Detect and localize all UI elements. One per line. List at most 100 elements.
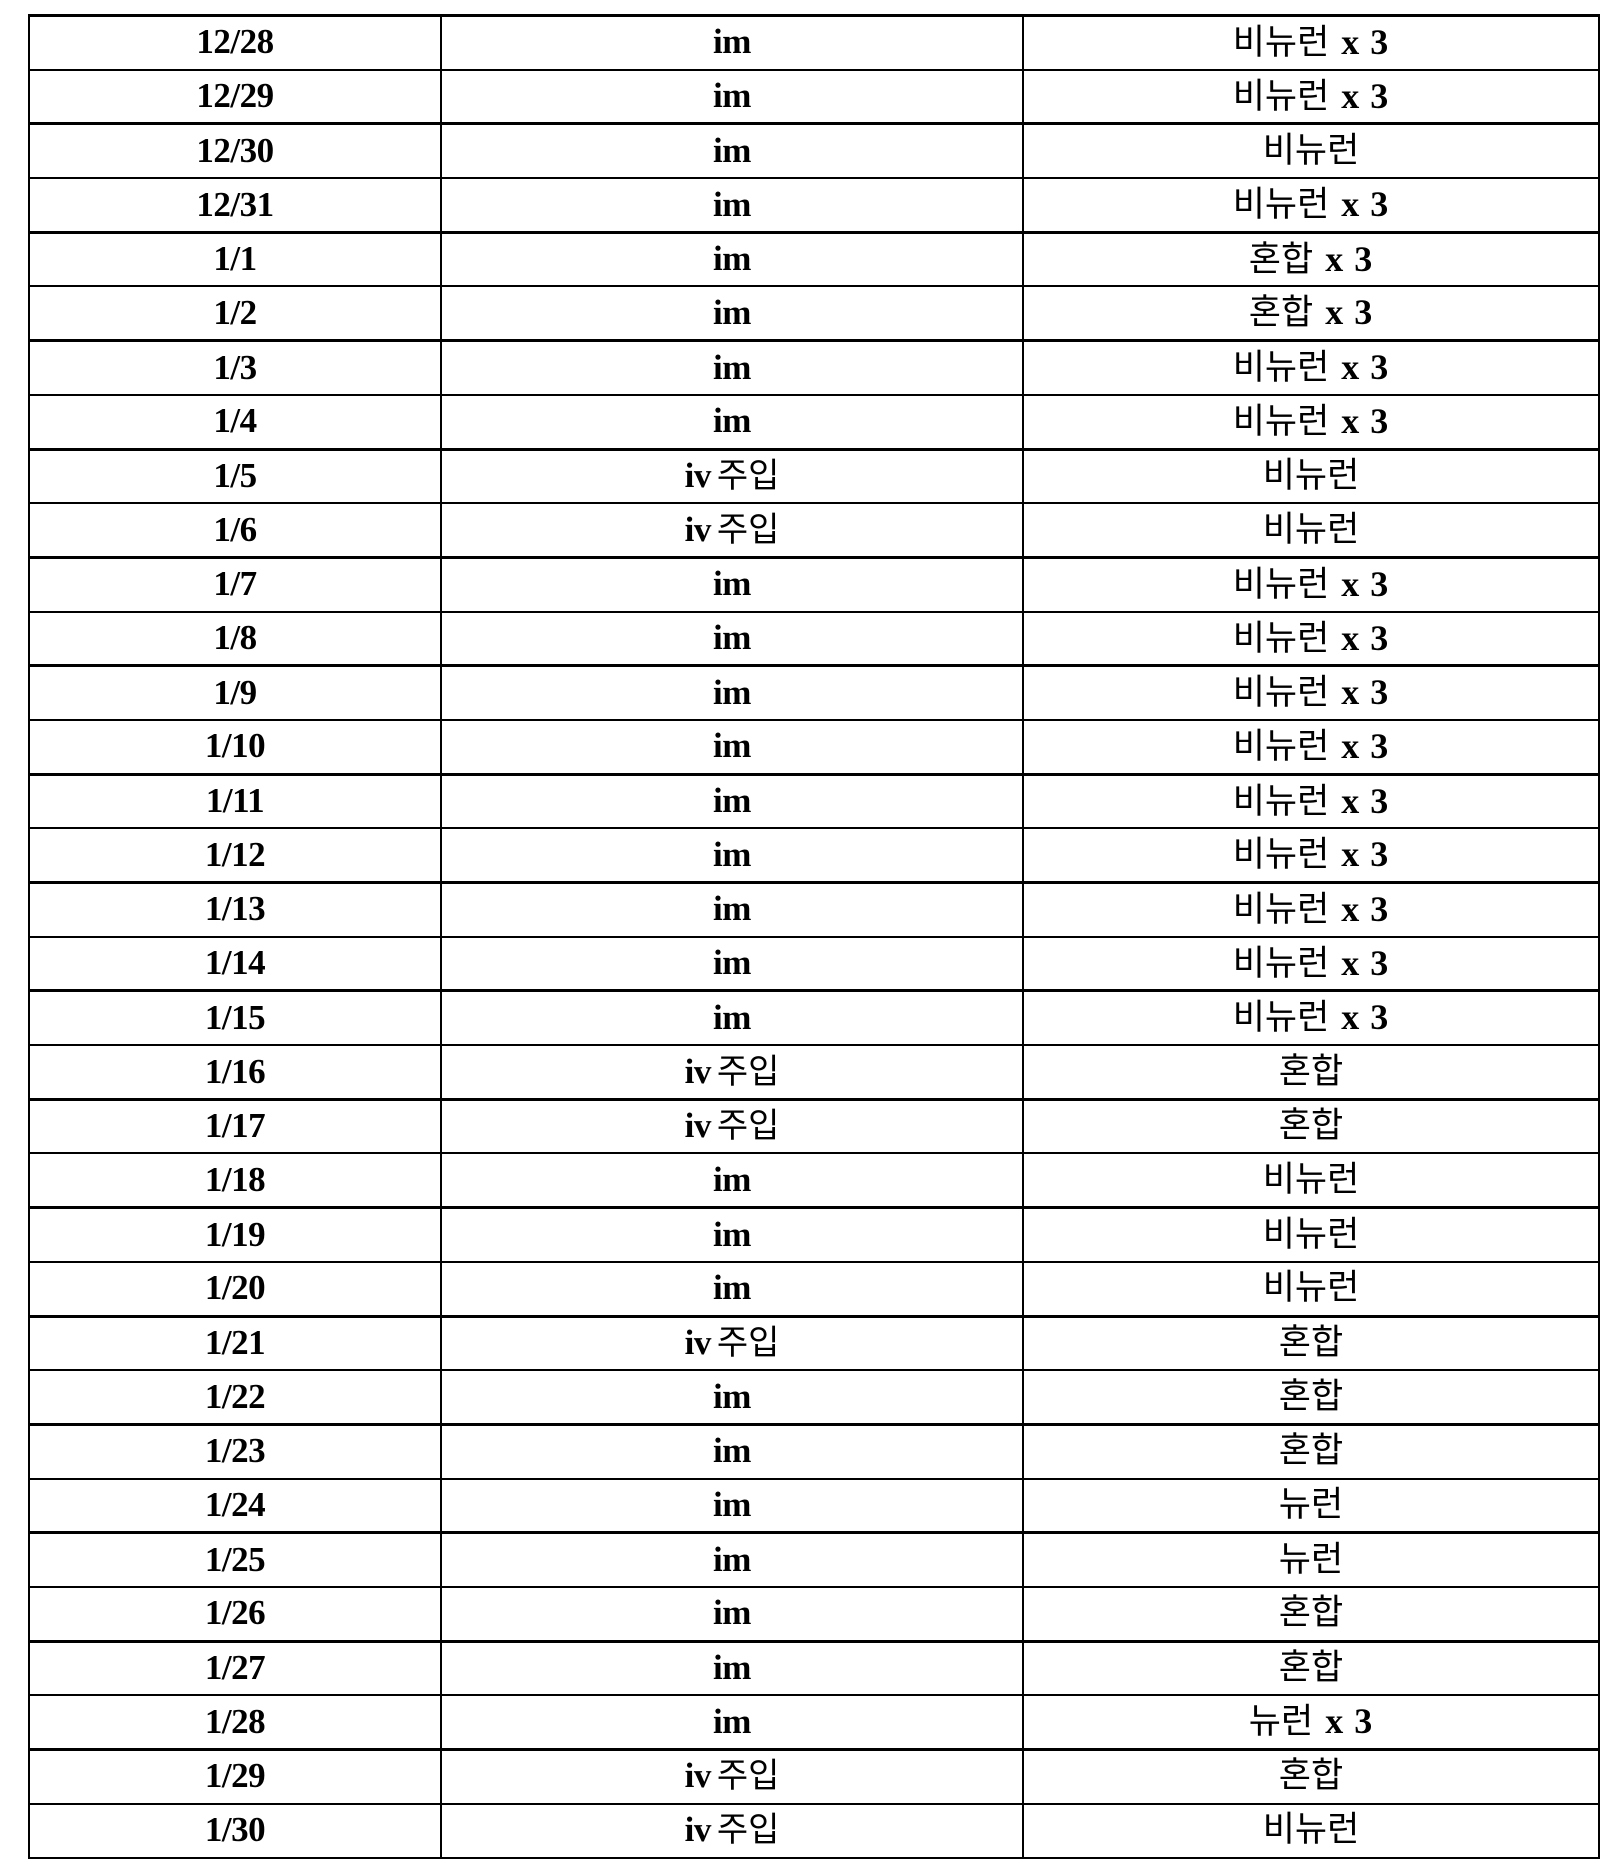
cell-route: im [441, 1695, 1023, 1749]
cell-route: im [441, 1587, 1023, 1641]
cell-date: 1/25 [29, 1533, 441, 1587]
cell-route: im [441, 1479, 1023, 1533]
route-abbreviation: im [713, 1540, 751, 1579]
table-row: 1/19im비뉴런 [29, 1208, 1599, 1262]
cell-date: 1/2 [29, 286, 441, 340]
agent-name: 비뉴런 [1233, 348, 1330, 387]
agent-name: 혼합 [1279, 1106, 1343, 1145]
table-row: 12/28im비뉴런x 3 [29, 16, 1599, 70]
agent-name: 비뉴런 [1233, 998, 1330, 1037]
route-korean-label: 주입 [717, 458, 780, 495]
cell-date: 1/14 [29, 937, 441, 991]
table-row: 1/24im뉴런 [29, 1479, 1599, 1533]
cell-route: im [441, 1533, 1023, 1587]
agent-name: 혼합 [1279, 1756, 1343, 1795]
cell-route: im [441, 828, 1023, 882]
table-row: 1/30iv주입비뉴런 [29, 1804, 1599, 1858]
table-row: 1/2im 혼합 x 3 [29, 286, 1599, 340]
agent-name: 혼합 [1279, 1648, 1343, 1687]
cell-date: 1/4 [29, 395, 441, 449]
cell-agent: 혼합 [1023, 1370, 1599, 1424]
agent-name: 혼합 [1249, 240, 1313, 279]
agent-name: 혼합 [1249, 293, 1313, 332]
cell-route: im [441, 395, 1023, 449]
route-abbreviation: im [713, 998, 751, 1037]
cell-date: 1/18 [29, 1153, 441, 1207]
agent-multiplier: x 3 [1341, 672, 1389, 712]
agent-multiplier: x 3 [1341, 76, 1389, 116]
table-row: 1/22im혼합 [29, 1370, 1599, 1424]
agent-name: 비뉴런 [1233, 673, 1330, 712]
cell-date: 1/28 [29, 1695, 441, 1749]
route-abbreviation: im [713, 185, 751, 224]
table-body: 12/28im비뉴런x 312/29im비뉴런x 312/30im비뉴런12/3… [29, 16, 1599, 1858]
agent-multiplier: x 3 [1341, 401, 1389, 441]
cell-date: 1/11 [29, 774, 441, 828]
agent-name: 혼합 [1279, 1593, 1343, 1632]
agent-multiplier: x 3 [1341, 997, 1389, 1037]
agent-multiplier: x 3 [1341, 889, 1389, 929]
route-korean-label: 주입 [717, 1108, 780, 1145]
cell-date: 1/23 [29, 1424, 441, 1478]
agent-name: 비뉴런 [1263, 1268, 1360, 1307]
table-row: 12/30im비뉴런 [29, 124, 1599, 178]
cell-agent: 뉴런 [1023, 1533, 1599, 1587]
route-abbreviation: im [713, 1702, 751, 1741]
cell-route: im [441, 1262, 1023, 1316]
cell-agent: 비뉴런x 3 [1023, 16, 1599, 70]
cell-agent: 비뉴런x 3 [1023, 612, 1599, 666]
route-abbreviation: im [713, 1160, 751, 1199]
cell-date: 1/27 [29, 1641, 441, 1695]
cell-route: iv주입 [441, 503, 1023, 557]
cell-route: im [441, 1370, 1023, 1424]
agent-name: 비뉴런 [1233, 23, 1330, 62]
cell-agent: 비뉴런 [1023, 503, 1599, 557]
table-row: 1/10im비뉴런x 3 [29, 720, 1599, 774]
cell-route: im [441, 1208, 1023, 1262]
agent-name: 혼합 [1279, 1052, 1343, 1091]
route-abbreviation: iv [685, 1106, 711, 1145]
route-abbreviation: im [713, 1215, 751, 1254]
table-row: 1/27im혼합 [29, 1641, 1599, 1695]
agent-name: 비뉴런 [1233, 890, 1330, 929]
cell-agent: 비뉴런 x 3 [1023, 666, 1599, 720]
route-abbreviation: im [713, 348, 751, 387]
agent-name: 비뉴런 [1233, 944, 1330, 983]
agent-multiplier: x 3 [1325, 1701, 1373, 1741]
cell-agent: 비뉴런 x 3 [1023, 991, 1599, 1045]
agent-multiplier: x 3 [1325, 292, 1373, 332]
table-row: 1/6iv주입비뉴런 [29, 503, 1599, 557]
route-abbreviation: im [713, 1431, 751, 1470]
agent-name: 혼합 [1279, 1431, 1343, 1470]
agent-multiplier: x 3 [1325, 239, 1373, 279]
cell-route: iv주입 [441, 1316, 1023, 1370]
route-abbreviation: im [713, 1377, 751, 1416]
cell-route: im [441, 1424, 1023, 1478]
cell-date: 1/21 [29, 1316, 441, 1370]
table-row: 1/8im비뉴런x 3 [29, 612, 1599, 666]
table-row: 1/12im비뉴런x 3 [29, 828, 1599, 882]
route-abbreviation: im [713, 618, 751, 657]
table-row: 1/7im비뉴런x 3 [29, 557, 1599, 611]
agent-name: 혼합 [1279, 1377, 1343, 1416]
agent-name: 혼합 [1279, 1323, 1343, 1362]
cell-route: im [441, 124, 1023, 178]
cell-date: 12/29 [29, 70, 441, 124]
cell-date: 1/30 [29, 1804, 441, 1858]
agent-multiplier: x 3 [1341, 781, 1389, 821]
cell-date: 1/15 [29, 991, 441, 1045]
cell-route: iv주입 [441, 1045, 1023, 1099]
agent-name: 비뉴런 [1233, 727, 1330, 766]
cell-route: im [441, 286, 1023, 340]
agent-multiplier: x 3 [1341, 564, 1389, 604]
cell-agent: 뉴런 x 3 [1023, 1695, 1599, 1749]
cell-route: im [441, 666, 1023, 720]
table-row: 1/1im혼합x 3 [29, 232, 1599, 286]
cell-agent: 혼합 [1023, 1424, 1599, 1478]
agent-name: 뉴런 [1279, 1485, 1343, 1524]
cell-agent: 혼합 x 3 [1023, 286, 1599, 340]
agent-name: 뉴런 [1249, 1702, 1313, 1741]
cell-agent: 비뉴런x 3 [1023, 395, 1599, 449]
cell-date: 1/20 [29, 1262, 441, 1316]
cell-agent: 혼합 [1023, 1641, 1599, 1695]
